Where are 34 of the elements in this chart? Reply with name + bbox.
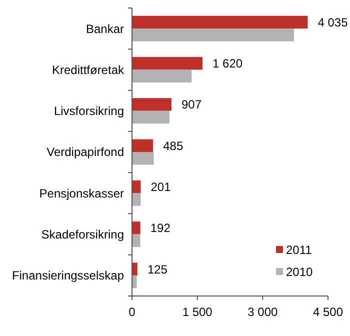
data-label: 1 620 — [212, 56, 243, 71]
bar — [132, 139, 154, 152]
bar — [132, 262, 138, 276]
x-tick-label: 3 000 — [248, 305, 278, 319]
bar — [132, 275, 137, 288]
bar — [132, 28, 294, 42]
data-label: 485 — [163, 138, 184, 153]
bar — [132, 98, 172, 111]
data-label: 192 — [150, 221, 171, 236]
legend-label: 2010 — [286, 265, 314, 280]
x-tick-label: 0 — [128, 305, 136, 319]
y-tick-label: Kredittføretak — [52, 62, 125, 77]
legend-label: 2011 — [286, 243, 312, 258]
bar — [132, 222, 140, 234]
x-tick-label: 1 500 — [182, 305, 213, 319]
data-label: 125 — [147, 262, 168, 276]
bar — [132, 152, 154, 165]
y-tick-label: Livsforsikring — [54, 104, 124, 118]
x-tick-label: 4 500 — [312, 305, 344, 319]
bar — [132, 234, 140, 248]
data-label: 4 035 — [318, 15, 348, 30]
y-tick-label: Skadeforsikring — [41, 227, 124, 242]
bar — [132, 110, 170, 124]
y-tick-label: Finansieringsselskap — [12, 268, 124, 283]
bar — [132, 193, 141, 206]
bar — [132, 70, 192, 82]
bar — [132, 56, 203, 70]
bar — [132, 16, 308, 29]
y-tick-label: Verdipapirfond — [46, 145, 124, 160]
bar — [132, 180, 141, 194]
data-label: 907 — [182, 98, 202, 112]
y-tick-label: Bankar — [86, 22, 124, 36]
y-tick-label: Pensjonskasser — [39, 186, 124, 200]
data-label: 201 — [150, 180, 172, 194]
